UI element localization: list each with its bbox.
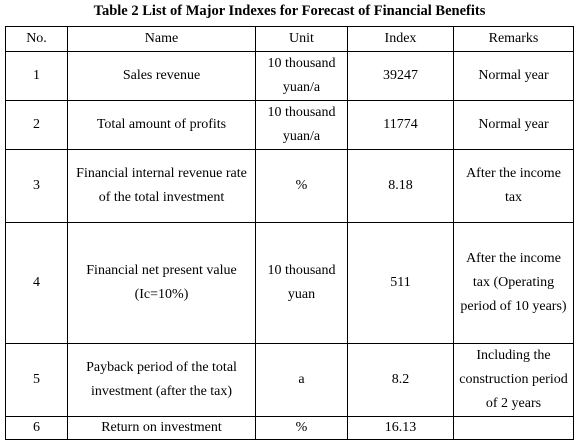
cell-index: 16.13 — [347, 416, 454, 440]
table-row: 6 Return on investment % 16.13 — [5, 416, 574, 440]
table-row: 1 Sales revenue 10 thousand yuan/a 39247… — [5, 51, 574, 101]
cell-name: Financial net present value (Ic=10%) — [67, 222, 256, 344]
cell-remarks: Normal year — [453, 51, 574, 101]
cell-index: 39247 — [347, 51, 454, 101]
cell-index: 8.18 — [347, 149, 454, 223]
cell-remarks: After the income tax — [453, 149, 574, 223]
cell-unit: % — [255, 149, 348, 223]
cell-unit: 10 thousand yuan/a — [255, 51, 348, 101]
table-row: 4 Financial net present value (Ic=10%) 1… — [5, 222, 574, 344]
table-caption: Table 2 List of Major Indexes for Foreca… — [93, 3, 486, 19]
cell-no: 2 — [5, 100, 68, 150]
cell-unit: % — [255, 416, 348, 440]
table-row: 3 Financial internal revenue rate of the… — [5, 149, 574, 223]
cell-unit: 10 thousand yuan — [255, 222, 348, 344]
header-index: Index — [347, 26, 454, 52]
cell-unit: 10 thousand yuan/a — [255, 100, 348, 150]
cell-index: 11774 — [347, 100, 454, 150]
cell-name: Return on investment — [67, 416, 256, 440]
cell-no: 4 — [5, 222, 68, 344]
table-row: 5 Payback period of the total investment… — [5, 343, 574, 417]
cell-remarks: Including the construction period of 2 y… — [453, 343, 574, 417]
cell-remarks — [453, 416, 574, 440]
cell-index: 511 — [347, 222, 454, 344]
cell-name: Payback period of the total investment (… — [67, 343, 256, 417]
cell-index: 8.2 — [347, 343, 454, 417]
cell-no: 1 — [5, 51, 68, 101]
cell-remarks: After the income tax (Operating period o… — [453, 222, 574, 344]
table-row: 2 Total amount of profits 10 thousand yu… — [5, 100, 574, 150]
cell-name: Sales revenue — [67, 51, 256, 101]
cell-no: 6 — [5, 416, 68, 440]
cell-no: 5 — [5, 343, 68, 417]
cell-name: Financial internal revenue rate of the t… — [67, 149, 256, 223]
cell-unit: a — [255, 343, 348, 417]
header-name: Name — [67, 26, 256, 52]
header-no: No. — [5, 26, 68, 52]
header-remarks: Remarks — [453, 26, 574, 52]
cell-name: Total amount of profits — [67, 100, 256, 150]
cell-remarks: Normal year — [453, 100, 574, 150]
financial-indexes-table: No. Name Unit Index Remarks 1 Sales reve… — [5, 26, 574, 440]
header-unit: Unit — [255, 26, 348, 52]
cell-no: 3 — [5, 149, 68, 223]
table-header-row: No. Name Unit Index Remarks — [5, 26, 574, 52]
